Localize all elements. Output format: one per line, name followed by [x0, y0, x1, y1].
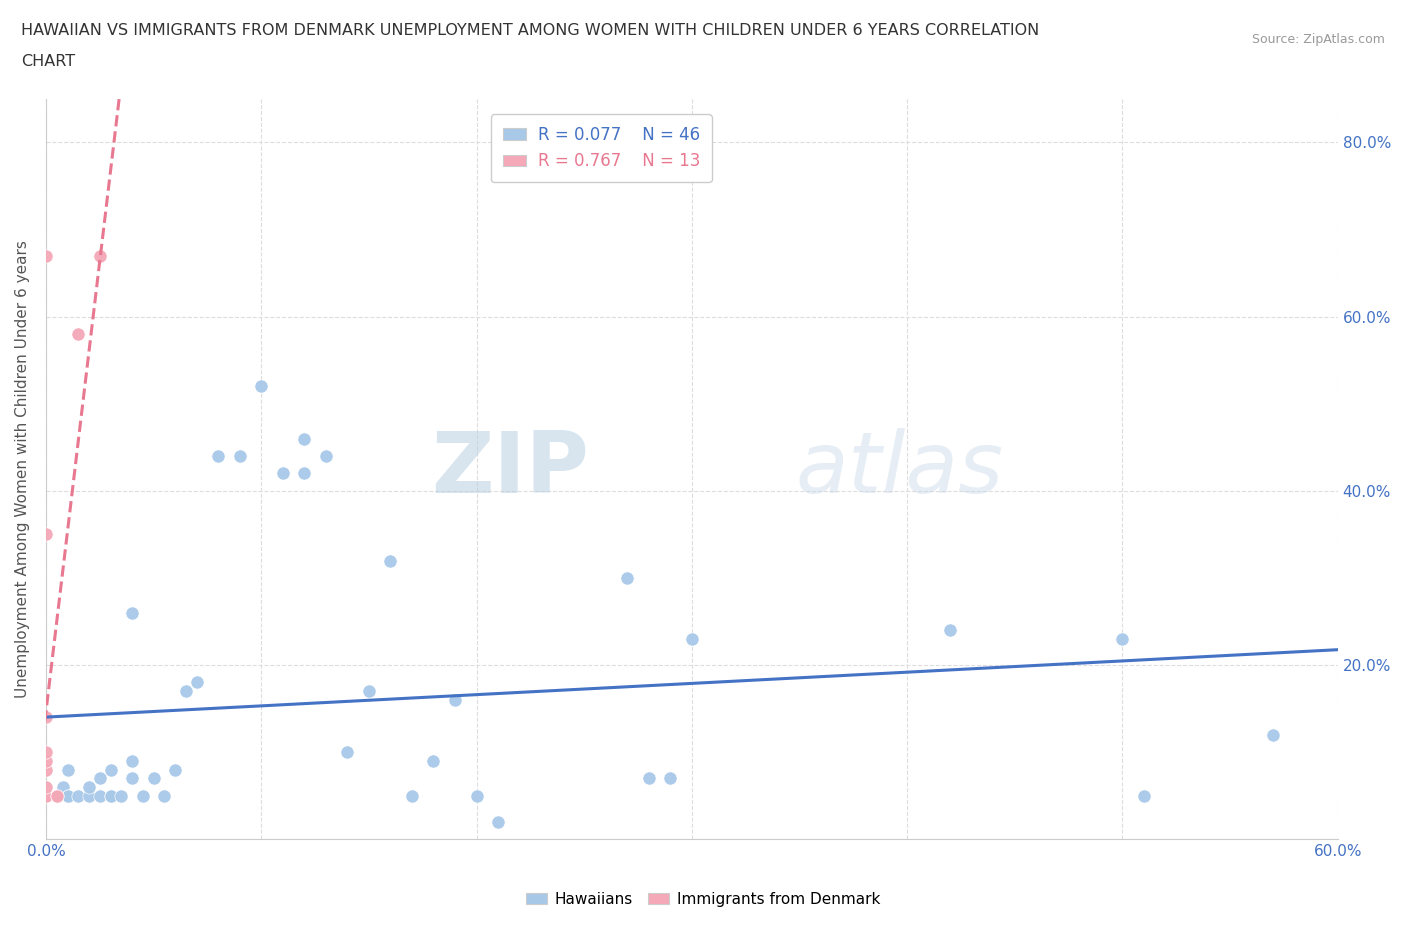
- Point: [186, 675, 208, 690]
- Point: [35, 753, 58, 768]
- Point: [35, 527, 58, 542]
- Point: [142, 771, 165, 786]
- Point: [45, 789, 67, 804]
- Point: [35, 789, 58, 804]
- Point: [121, 605, 143, 620]
- Point: [357, 684, 380, 698]
- Point: [165, 763, 187, 777]
- Point: [77, 779, 100, 794]
- Point: [56, 789, 79, 804]
- Point: [121, 771, 143, 786]
- Legend: Hawaiians, Immigrants from Denmark: Hawaiians, Immigrants from Denmark: [519, 886, 887, 913]
- Point: [153, 789, 176, 804]
- Legend: R = 0.077    N = 46, R = 0.767    N = 13: R = 0.077 N = 46, R = 0.767 N = 13: [491, 114, 711, 182]
- Point: [35, 745, 58, 760]
- Point: [56, 789, 79, 804]
- Point: [77, 789, 100, 804]
- Point: [315, 448, 337, 463]
- Point: [35, 789, 58, 804]
- Point: [89, 248, 111, 263]
- Point: [110, 789, 132, 804]
- Point: [132, 789, 155, 804]
- Point: [292, 432, 315, 446]
- Point: [56, 763, 79, 777]
- Text: HAWAIIAN VS IMMIGRANTS FROM DENMARK UNEMPLOYMENT AMONG WOMEN WITH CHILDREN UNDER: HAWAIIAN VS IMMIGRANTS FROM DENMARK UNEM…: [21, 23, 1039, 38]
- Point: [67, 326, 90, 341]
- Point: [35, 763, 58, 777]
- Point: [637, 771, 659, 786]
- Point: [52, 779, 75, 794]
- Point: [422, 753, 444, 768]
- Point: [465, 789, 488, 804]
- Point: [939, 623, 962, 638]
- Point: [207, 448, 229, 463]
- Point: [67, 789, 90, 804]
- Point: [121, 753, 143, 768]
- Text: CHART: CHART: [21, 54, 75, 69]
- Point: [292, 466, 315, 481]
- Point: [100, 763, 122, 777]
- Text: Source: ZipAtlas.com: Source: ZipAtlas.com: [1251, 33, 1385, 46]
- Point: [1261, 727, 1284, 742]
- Point: [35, 248, 58, 263]
- Text: atlas: atlas: [796, 428, 1002, 511]
- Point: [681, 631, 703, 646]
- Point: [336, 745, 359, 760]
- Point: [100, 789, 122, 804]
- Text: ZIP: ZIP: [430, 428, 589, 511]
- Point: [228, 448, 250, 463]
- Y-axis label: Unemployment Among Women with Children Under 6 years: Unemployment Among Women with Children U…: [15, 240, 30, 698]
- Point: [89, 789, 111, 804]
- Point: [659, 771, 682, 786]
- Point: [89, 771, 111, 786]
- Point: [380, 553, 402, 568]
- Point: [1133, 789, 1156, 804]
- Point: [250, 379, 273, 393]
- Point: [100, 789, 122, 804]
- Point: [174, 684, 197, 698]
- Point: [1111, 631, 1133, 646]
- Point: [35, 710, 58, 724]
- Point: [45, 789, 67, 804]
- Point: [616, 570, 638, 585]
- Point: [486, 815, 509, 830]
- Point: [401, 789, 423, 804]
- Point: [271, 466, 294, 481]
- Point: [45, 789, 67, 804]
- Point: [444, 693, 467, 708]
- Point: [35, 779, 58, 794]
